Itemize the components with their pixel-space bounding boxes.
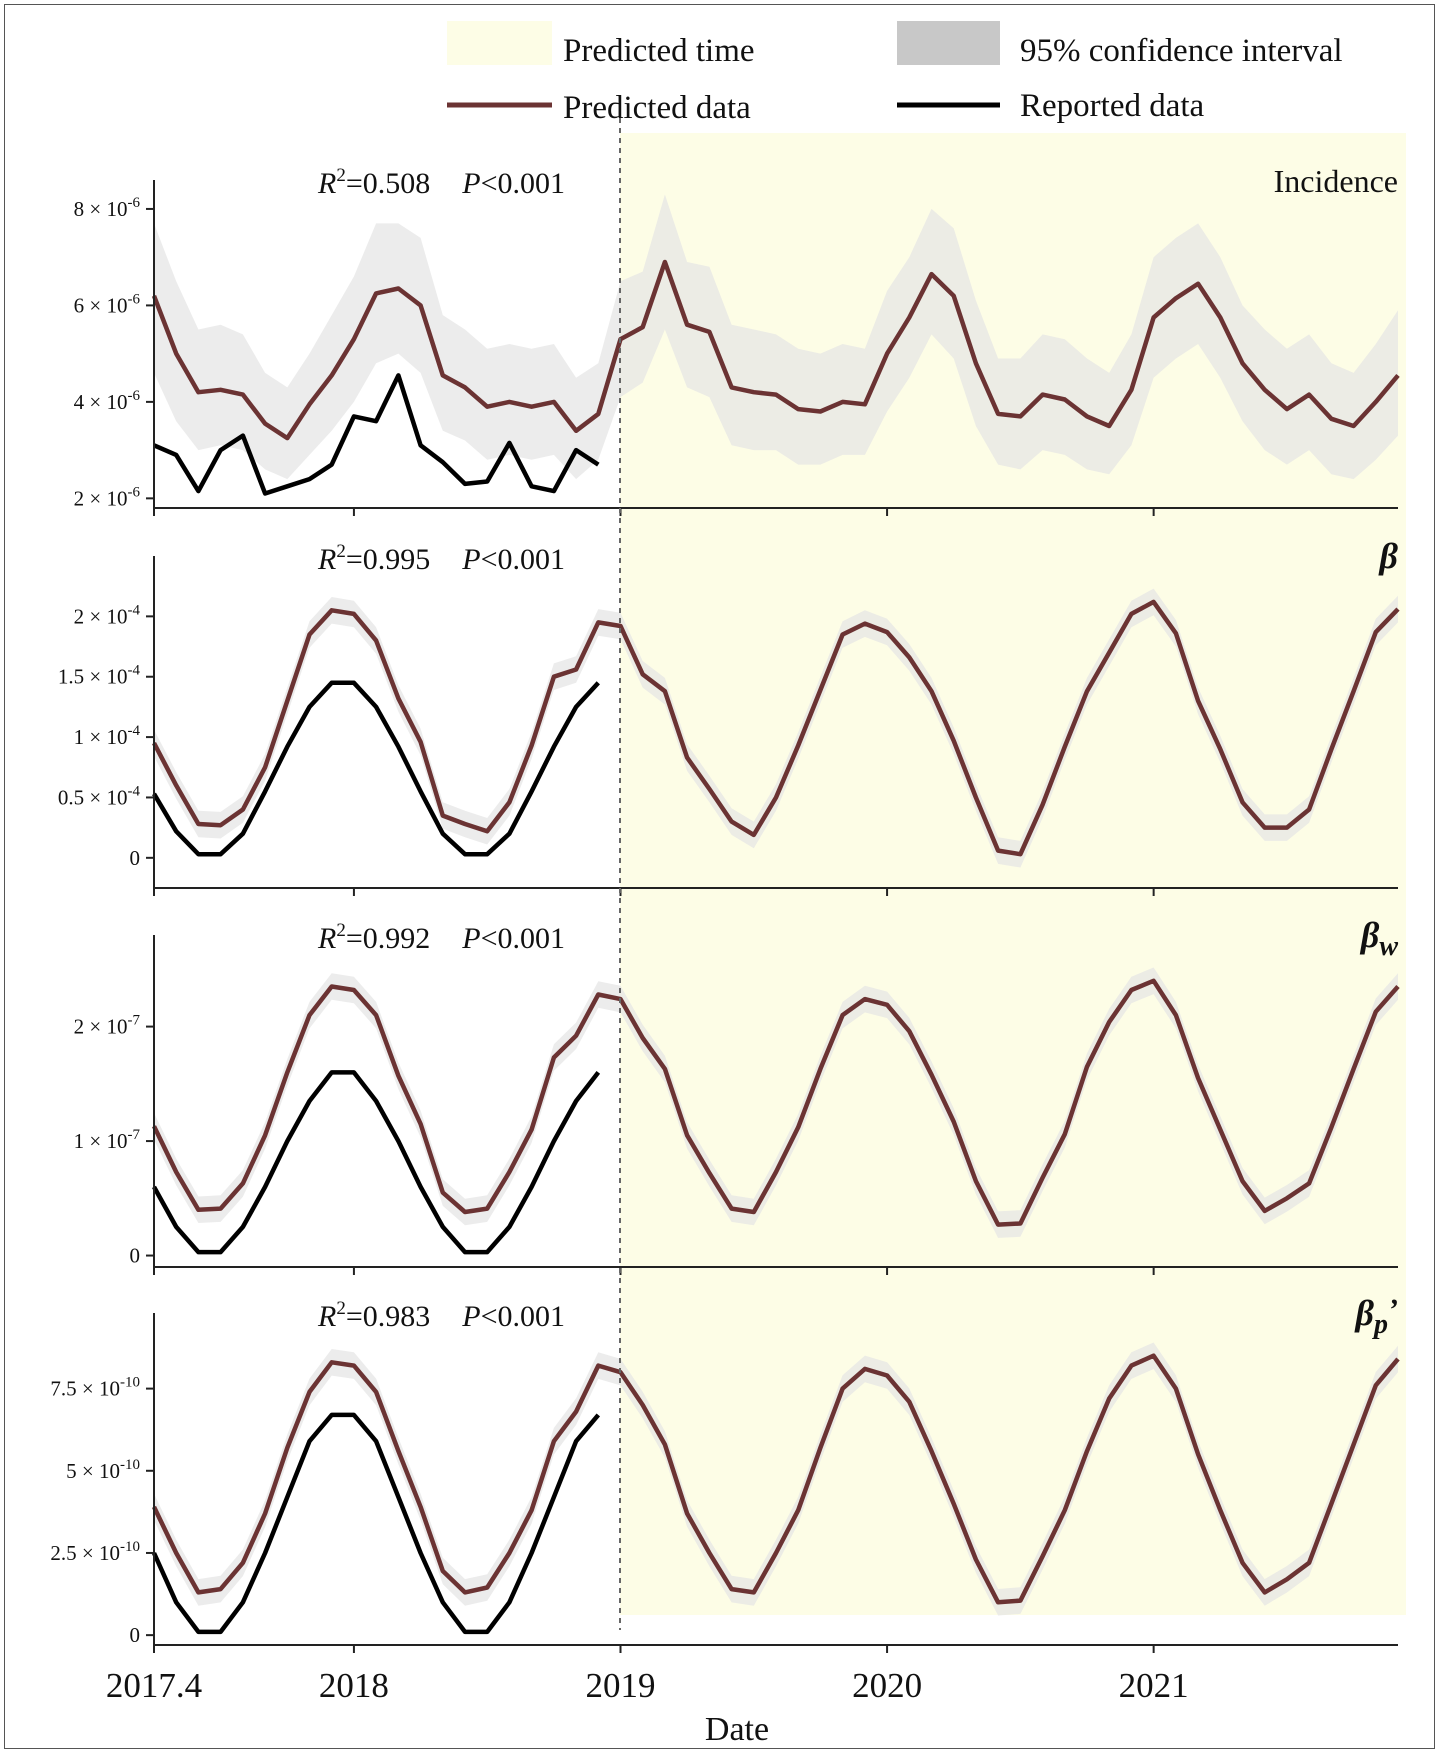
- confidence-band: [154, 588, 1398, 868]
- y-tick-label: 0: [130, 1623, 141, 1647]
- legend-label-reported-data: Reported data: [1020, 88, 1205, 124]
- x-axis-title: Date: [705, 1711, 769, 1748]
- fit-statistics: R2=0.508 P<0.001: [317, 165, 565, 200]
- reported-series-line: [152, 680, 600, 857]
- y-tick-label: 2 × 10-6: [74, 484, 141, 510]
- y-tick-label: 8 × 10-6: [74, 195, 141, 221]
- legend-swatch-predicted-time: [447, 21, 552, 65]
- y-tick-label: 5 × 10-10: [66, 1457, 140, 1483]
- reported-series-line: [151, 1412, 601, 1635]
- y-tick-label: 6 × 10-6: [74, 291, 141, 317]
- panels: 2 × 10-6 4 × 10-6 6 × 10-6 8 × 10-6 R2=0.508…: [50, 163, 1400, 1653]
- reported-series-line: [152, 1070, 601, 1255]
- panel-2: 0 1 × 10-7 2 × 10-7 R2=0.992 P<0.001 βw: [74, 915, 1400, 1275]
- panel-1: 0 0.5 × 10-4 1 × 10-4 1.5 × 10-4 2 × 10-4 R2=…: [58, 536, 1400, 896]
- fit-statistics: R2=0.983 P<0.001: [317, 1298, 565, 1333]
- predicted-series-line: [152, 599, 1400, 857]
- panel-3: 0 2.5 × 10-10 5 × 10-10 7.5 × 10-10 R2=0.983…: [50, 1293, 1400, 1653]
- fit-statistics: R2=0.992 P<0.001: [317, 920, 565, 955]
- y-tick-label: 1 × 10-4: [74, 723, 141, 749]
- predicted-series-line: [151, 259, 1400, 441]
- y-tick-label: 0: [130, 1244, 141, 1268]
- x-tick-label: 2021: [1119, 1666, 1189, 1705]
- predicted-series-line: [151, 1353, 1400, 1605]
- x-axis: 2017.4 2018 2019 2020 2021: [106, 1666, 1189, 1705]
- y-tick-label: 2 × 10-7: [74, 1013, 141, 1039]
- legend-label-predicted-time: Predicted time: [563, 33, 755, 69]
- x-tick-label: 2020: [852, 1666, 922, 1705]
- predicted-series-line: [151, 978, 1400, 1227]
- confidence-band: [154, 194, 1398, 480]
- y-tick-label: 2.5 × 10-10: [50, 1539, 140, 1565]
- reported-series-line: [153, 373, 600, 496]
- confidence-band: [154, 967, 1398, 1238]
- legend-label-predicted-data: Predicted data: [563, 90, 751, 126]
- fit-statistics: R2=0.995 P<0.001: [317, 541, 565, 576]
- y-tick-label: 7.5 × 10-10: [50, 1375, 140, 1401]
- y-tick-label: 0.5 × 10-4: [58, 783, 141, 809]
- y-tick-label: 2 × 10-4: [74, 602, 141, 628]
- y-tick-label: 0: [130, 846, 141, 870]
- panel-label: βp’: [1354, 1293, 1398, 1340]
- x-tick-label: 2018: [319, 1666, 389, 1705]
- figure-frame: [4, 4, 1435, 1749]
- x-tick-label: 2019: [586, 1666, 656, 1705]
- y-tick-label: 4 × 10-6: [74, 388, 141, 414]
- panel-label: β: [1378, 536, 1399, 576]
- legend: Predicted time 95% confidence interval P…: [447, 21, 1343, 126]
- y-tick-label: 1 × 10-7: [74, 1127, 141, 1153]
- legend-label-confidence-interval: 95% confidence interval: [1020, 33, 1343, 69]
- panel-0: 2 × 10-6 4 × 10-6 6 × 10-6 8 × 10-6 R2=0.508…: [74, 163, 1400, 516]
- x-tick-label: 2017.4: [106, 1666, 202, 1705]
- panel-label: βw: [1359, 915, 1398, 962]
- y-tick-label: 1.5 × 10-4: [58, 663, 141, 689]
- panel-label: Incidence: [1274, 163, 1398, 199]
- legend-swatch-confidence-interval: [897, 21, 1000, 65]
